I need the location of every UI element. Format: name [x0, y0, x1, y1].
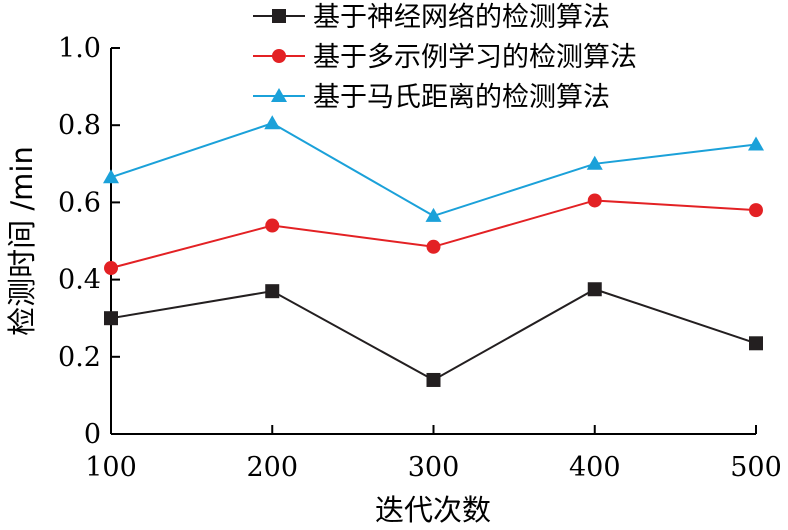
legend-label: 基于多示例学习的检测算法	[313, 42, 637, 73]
x-ticks: 100 200 300 400 500	[85, 425, 782, 483]
y-axis-title: 检测时间 /min	[5, 146, 39, 336]
data-point	[749, 336, 763, 351]
legend-item: 基于多示例学习的检测算法	[253, 42, 637, 73]
y-tick-label: 0	[84, 419, 101, 450]
legend-marker	[271, 88, 287, 102]
series-3	[103, 115, 764, 222]
x-tick-label: 400	[569, 452, 621, 483]
series-line	[110, 122, 757, 217]
legend-item: 基于神经网络的检测算法	[253, 2, 610, 33]
data-point	[104, 261, 118, 276]
x-tick-label: 300	[408, 452, 460, 483]
legend-label: 基于马氏距离的检测算法	[313, 82, 610, 113]
data-point	[426, 372, 441, 387]
data-point	[587, 193, 602, 208]
x-tick-label: 200	[246, 452, 298, 483]
data-point	[265, 284, 280, 299]
data-point	[586, 155, 603, 170]
y-tick-label: 0.4	[58, 265, 101, 296]
data-point	[103, 169, 119, 184]
y-tick-label: 0.8	[58, 110, 101, 141]
y-ticks: 0 0.2 0.4 0.6 0.8 1.0	[58, 33, 120, 450]
data-point	[587, 282, 602, 297]
data-point	[425, 207, 442, 222]
data-point	[104, 311, 118, 326]
legend-item: 基于马氏距离的检测算法	[253, 82, 610, 113]
data-point	[749, 203, 763, 218]
data-point	[426, 239, 441, 254]
y-tick-label: 0.2	[58, 342, 101, 373]
legend-label: 基于神经网络的检测算法	[313, 2, 610, 33]
series-line	[110, 288, 757, 382]
y-tick-label: 0.6	[58, 187, 101, 218]
plot-area: 0 0.2 0.4 0.6 0.8 1.0 100 200 300 400 500	[58, 33, 782, 483]
legend-marker	[272, 49, 286, 63]
y-tick-label: 1.0	[58, 33, 101, 64]
series-1	[104, 282, 763, 387]
x-tick-label: 500	[730, 452, 782, 483]
series-layer	[103, 115, 764, 387]
data-point	[748, 136, 764, 151]
data-point	[264, 115, 281, 130]
x-axis-title: 迭代次数	[375, 493, 491, 527]
data-point	[265, 218, 280, 233]
series-2	[104, 193, 763, 276]
x-tick-label: 100	[85, 452, 137, 483]
legend-marker	[272, 9, 286, 23]
